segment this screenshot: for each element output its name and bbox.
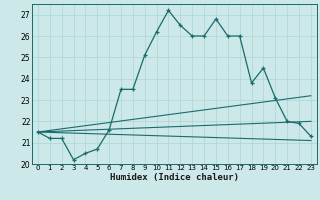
- X-axis label: Humidex (Indice chaleur): Humidex (Indice chaleur): [110, 173, 239, 182]
